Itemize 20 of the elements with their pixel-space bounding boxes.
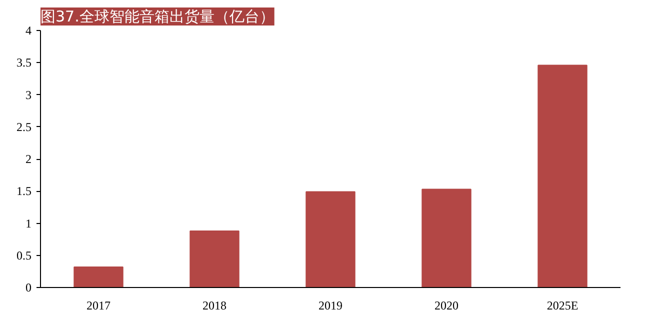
x-tick-label: 2020 xyxy=(434,298,458,312)
bar xyxy=(422,188,472,288)
x-tick-label: 2018 xyxy=(202,298,226,312)
x-tick-label: 2019 xyxy=(318,298,342,312)
bar xyxy=(306,191,356,288)
y-tick-label: 1.5 xyxy=(16,184,32,198)
bar xyxy=(538,64,588,288)
x-tick-label: 2025E xyxy=(546,298,578,312)
bar xyxy=(190,230,240,288)
y-tick-label: 1 xyxy=(26,216,32,230)
y-tick-label: 0 xyxy=(26,280,32,294)
y-tick-label: 0.5 xyxy=(16,248,32,262)
bar xyxy=(74,266,124,288)
y-tick-label: 2 xyxy=(26,152,32,166)
y-tick-label: 2.5 xyxy=(16,120,32,134)
chart-title: 图37.全球智能音箱出货量（亿台） xyxy=(40,8,274,26)
y-tick-label: 3 xyxy=(26,88,32,102)
y-tick-label: 3.5 xyxy=(16,56,32,70)
x-tick-label: 2017 xyxy=(86,298,110,312)
y-tick-label: 4 xyxy=(26,24,32,38)
